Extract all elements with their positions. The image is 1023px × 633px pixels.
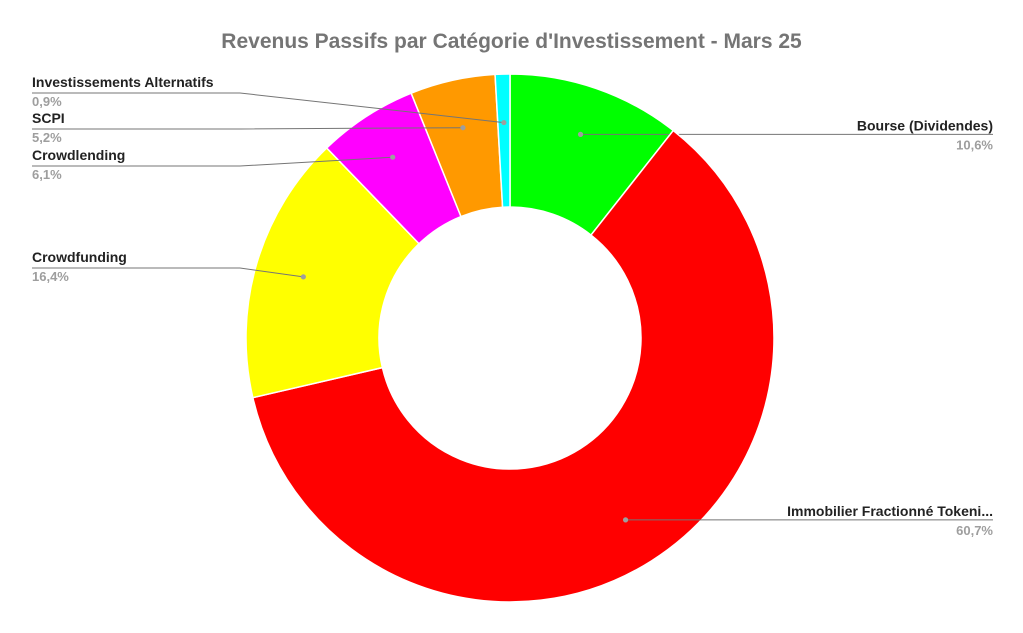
leader-line-investissements-alternatifs [32,92,504,124]
leader-dot-immobilier-fractionn-tokeni [622,517,629,523]
label-bourse-dividendes: Bourse (Dividendes) [857,117,993,133]
leader-dot-bourse-dividendes [577,131,584,137]
leader-dot-scpi [460,125,466,131]
label-immobilier-fractionn-tokeni: Immobilier Fractionné Tokeni... [787,503,993,519]
label-crowdfunding: Crowdfunding [32,249,127,265]
chart-title: Revenus Passifs par Catégorie d'Investis… [221,30,802,53]
value-label-crowdfunding: 16,4% [32,269,69,284]
leader-line-crowdfunding [32,267,304,278]
leader-line-crowdlending [32,156,393,167]
label-investissements-alternatifs: Investissements Alternatifs [32,74,214,90]
slice-crowdfunding [245,146,421,399]
label-scpi: SCPI [32,110,65,126]
slice-immobilier-fractionn-tokeni [251,129,775,603]
value-label-bourse-dividendes: 10,6% [956,137,993,152]
leader-dot-crowdfunding [300,274,306,280]
leader-dot-investissements-alternatifs [501,119,507,126]
slice-investissements-alternatifs [494,73,511,209]
value-label-immobilier-fractionn-tokeni: 60,7% [956,523,993,538]
value-label-scpi: 5,2% [32,130,62,145]
value-label-crowdlending: 6,1% [32,167,62,182]
leader-line-scpi [32,127,463,130]
label-crowdlending: Crowdlending [32,147,125,163]
leader-dot-crowdlending [390,154,396,160]
value-label-investissements-alternatifs: 0,9% [32,94,62,109]
